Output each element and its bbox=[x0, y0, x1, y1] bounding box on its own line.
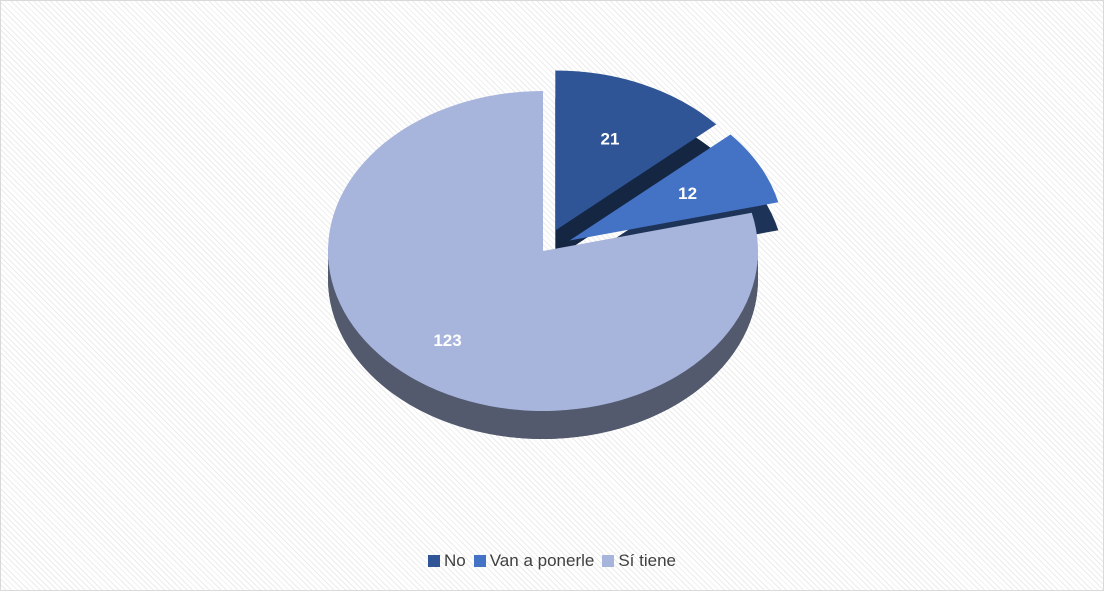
legend-swatch bbox=[602, 555, 615, 567]
pie-slice bbox=[555, 70, 717, 231]
data-label: 12 bbox=[678, 184, 697, 203]
legend-item: Van a ponerle bbox=[473, 551, 595, 571]
legend-item: Sí tiene bbox=[602, 551, 676, 571]
legend: No Van a ponerle Sí tiene bbox=[1, 551, 1103, 571]
data-label: 21 bbox=[601, 130, 620, 149]
pie-slice bbox=[327, 91, 758, 411]
legend-label: Van a ponerle bbox=[489, 551, 595, 570]
pie-slice bbox=[569, 134, 779, 241]
legend-swatch bbox=[473, 555, 486, 567]
legend-item: No bbox=[428, 551, 466, 571]
slice-side bbox=[328, 251, 758, 439]
legend-swatch bbox=[428, 555, 440, 567]
legend-label: Sí tiene bbox=[618, 551, 676, 570]
legend-label: No bbox=[444, 551, 466, 570]
data-label: 123 bbox=[433, 331, 461, 350]
